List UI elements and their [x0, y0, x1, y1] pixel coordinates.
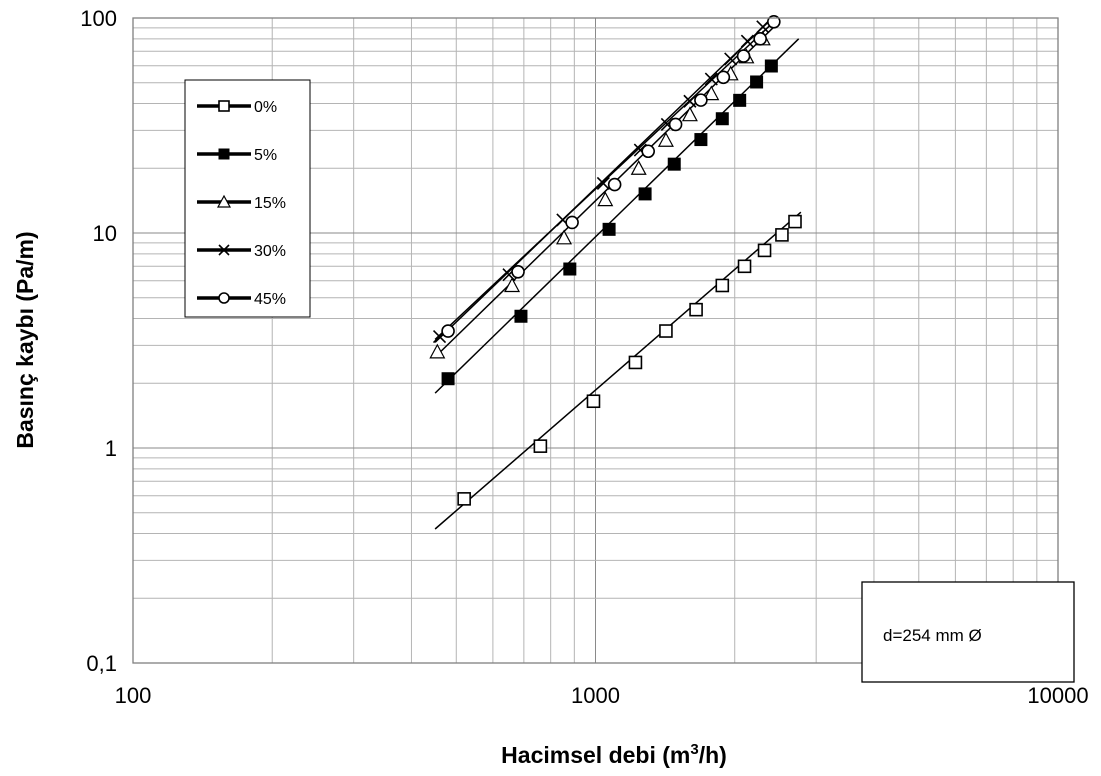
data-point-15pct	[657, 131, 674, 147]
data-point-5pct	[715, 112, 729, 126]
y-axis-title: Basınç kaybı (Pa/m)	[12, 231, 38, 448]
data-point-30pct	[704, 72, 718, 86]
data-point-5pct	[764, 59, 778, 73]
data-point-45pct	[736, 49, 751, 63]
data-points	[429, 15, 802, 506]
legend: 0% 5% 15% 30% 45%	[184, 79, 311, 318]
data-point-45pct	[441, 324, 455, 338]
y-tick-label: 1	[105, 436, 117, 461]
series-5pct	[441, 59, 778, 386]
data-point-45pct	[607, 177, 622, 192]
data-point-5pct	[602, 222, 616, 236]
annotation-box: d=254 mm Ø	[861, 581, 1075, 683]
data-point-30pct	[596, 176, 610, 191]
data-point-30pct	[740, 34, 754, 48]
legend-marker	[218, 244, 230, 256]
x-tick-label: 1000	[571, 683, 620, 708]
data-point-5pct	[667, 157, 681, 171]
data-point-0pct	[737, 259, 752, 274]
annotation-text: d=254 mm Ø	[883, 626, 982, 645]
data-point-5pct	[733, 93, 747, 107]
legend-marker	[218, 292, 230, 304]
data-point-5pct	[441, 372, 455, 386]
data-point-0pct	[715, 278, 730, 293]
data-point-45pct	[767, 15, 781, 29]
x-axis-title: Hacimsel debi (m3/h)	[501, 741, 727, 768]
legend-item-0pct: 0%	[197, 99, 277, 116]
data-point-5pct	[563, 262, 577, 276]
data-point-45pct	[716, 70, 731, 85]
legend-item-5pct: 5%	[197, 147, 277, 164]
legend-item-45pct: 45%	[197, 291, 286, 308]
data-point-0pct	[788, 214, 802, 229]
data-point-30pct	[683, 94, 697, 108]
data-point-45pct	[668, 117, 683, 132]
data-point-0pct	[757, 243, 772, 258]
x-tick-label: 10000	[1027, 683, 1088, 708]
data-point-5pct	[750, 75, 764, 89]
data-point-0pct	[775, 228, 789, 242]
tick-labels: 100 1000 10000 0,1 1 10 100	[80, 6, 1088, 708]
series-45pct	[441, 15, 781, 338]
data-point-45pct	[511, 264, 525, 279]
y-tick-label: 10	[93, 221, 117, 246]
legend-marker	[218, 148, 230, 160]
legend-label: 0%	[254, 99, 277, 116]
data-point-0pct	[457, 492, 471, 506]
legend-label: 45%	[254, 291, 286, 308]
data-point-15pct	[703, 85, 720, 101]
data-point-30pct	[756, 20, 770, 34]
data-point-0pct	[659, 324, 673, 338]
fit-line-15pct	[434, 27, 774, 358]
data-point-0pct	[628, 355, 643, 370]
y-tick-label: 100	[80, 6, 117, 31]
grid	[133, 18, 1058, 663]
series-0pct	[457, 214, 802, 506]
legend-item-15pct: 15%	[197, 194, 286, 212]
data-point-0pct	[689, 302, 703, 317]
plot-frame	[132, 17, 1059, 664]
legend-box	[184, 79, 311, 318]
data-point-15pct	[429, 343, 446, 359]
legend-label: 5%	[254, 147, 277, 164]
data-point-0pct	[586, 394, 601, 409]
data-point-0pct	[533, 439, 548, 453]
data-point-15pct	[597, 191, 614, 207]
legend-marker	[216, 194, 232, 208]
data-point-45pct	[694, 93, 708, 107]
legend-label: 30%	[254, 243, 286, 260]
data-point-5pct	[694, 133, 708, 147]
annotation-frame	[861, 581, 1075, 683]
data-point-15pct	[556, 229, 573, 245]
data-point-15pct	[630, 160, 647, 175]
data-point-15pct	[504, 277, 521, 293]
data-point-30pct	[724, 52, 738, 66]
x-tick-label: 100	[115, 683, 152, 708]
data-point-45pct	[565, 215, 579, 230]
data-point-5pct	[638, 187, 652, 201]
legend-item-30pct: 30%	[197, 243, 286, 260]
data-point-45pct	[641, 144, 655, 159]
data-point-15pct	[681, 106, 698, 122]
data-point-5pct	[514, 309, 528, 323]
y-tick-label: 0,1	[86, 651, 117, 676]
legend-label: 15%	[254, 195, 286, 212]
legend-marker	[218, 100, 230, 112]
data-point-45pct	[753, 32, 767, 46]
fit-line-30pct	[434, 19, 772, 343]
